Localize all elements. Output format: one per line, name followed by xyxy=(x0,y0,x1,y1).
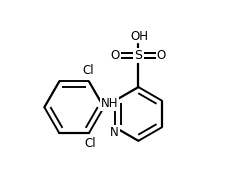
Text: S: S xyxy=(134,49,142,62)
Text: Cl: Cl xyxy=(84,137,96,150)
Text: O: O xyxy=(111,49,120,62)
Text: O: O xyxy=(157,49,166,62)
Text: Cl: Cl xyxy=(82,64,94,77)
Text: N: N xyxy=(110,126,119,139)
Text: OH: OH xyxy=(130,30,148,43)
Text: NH: NH xyxy=(101,97,118,110)
